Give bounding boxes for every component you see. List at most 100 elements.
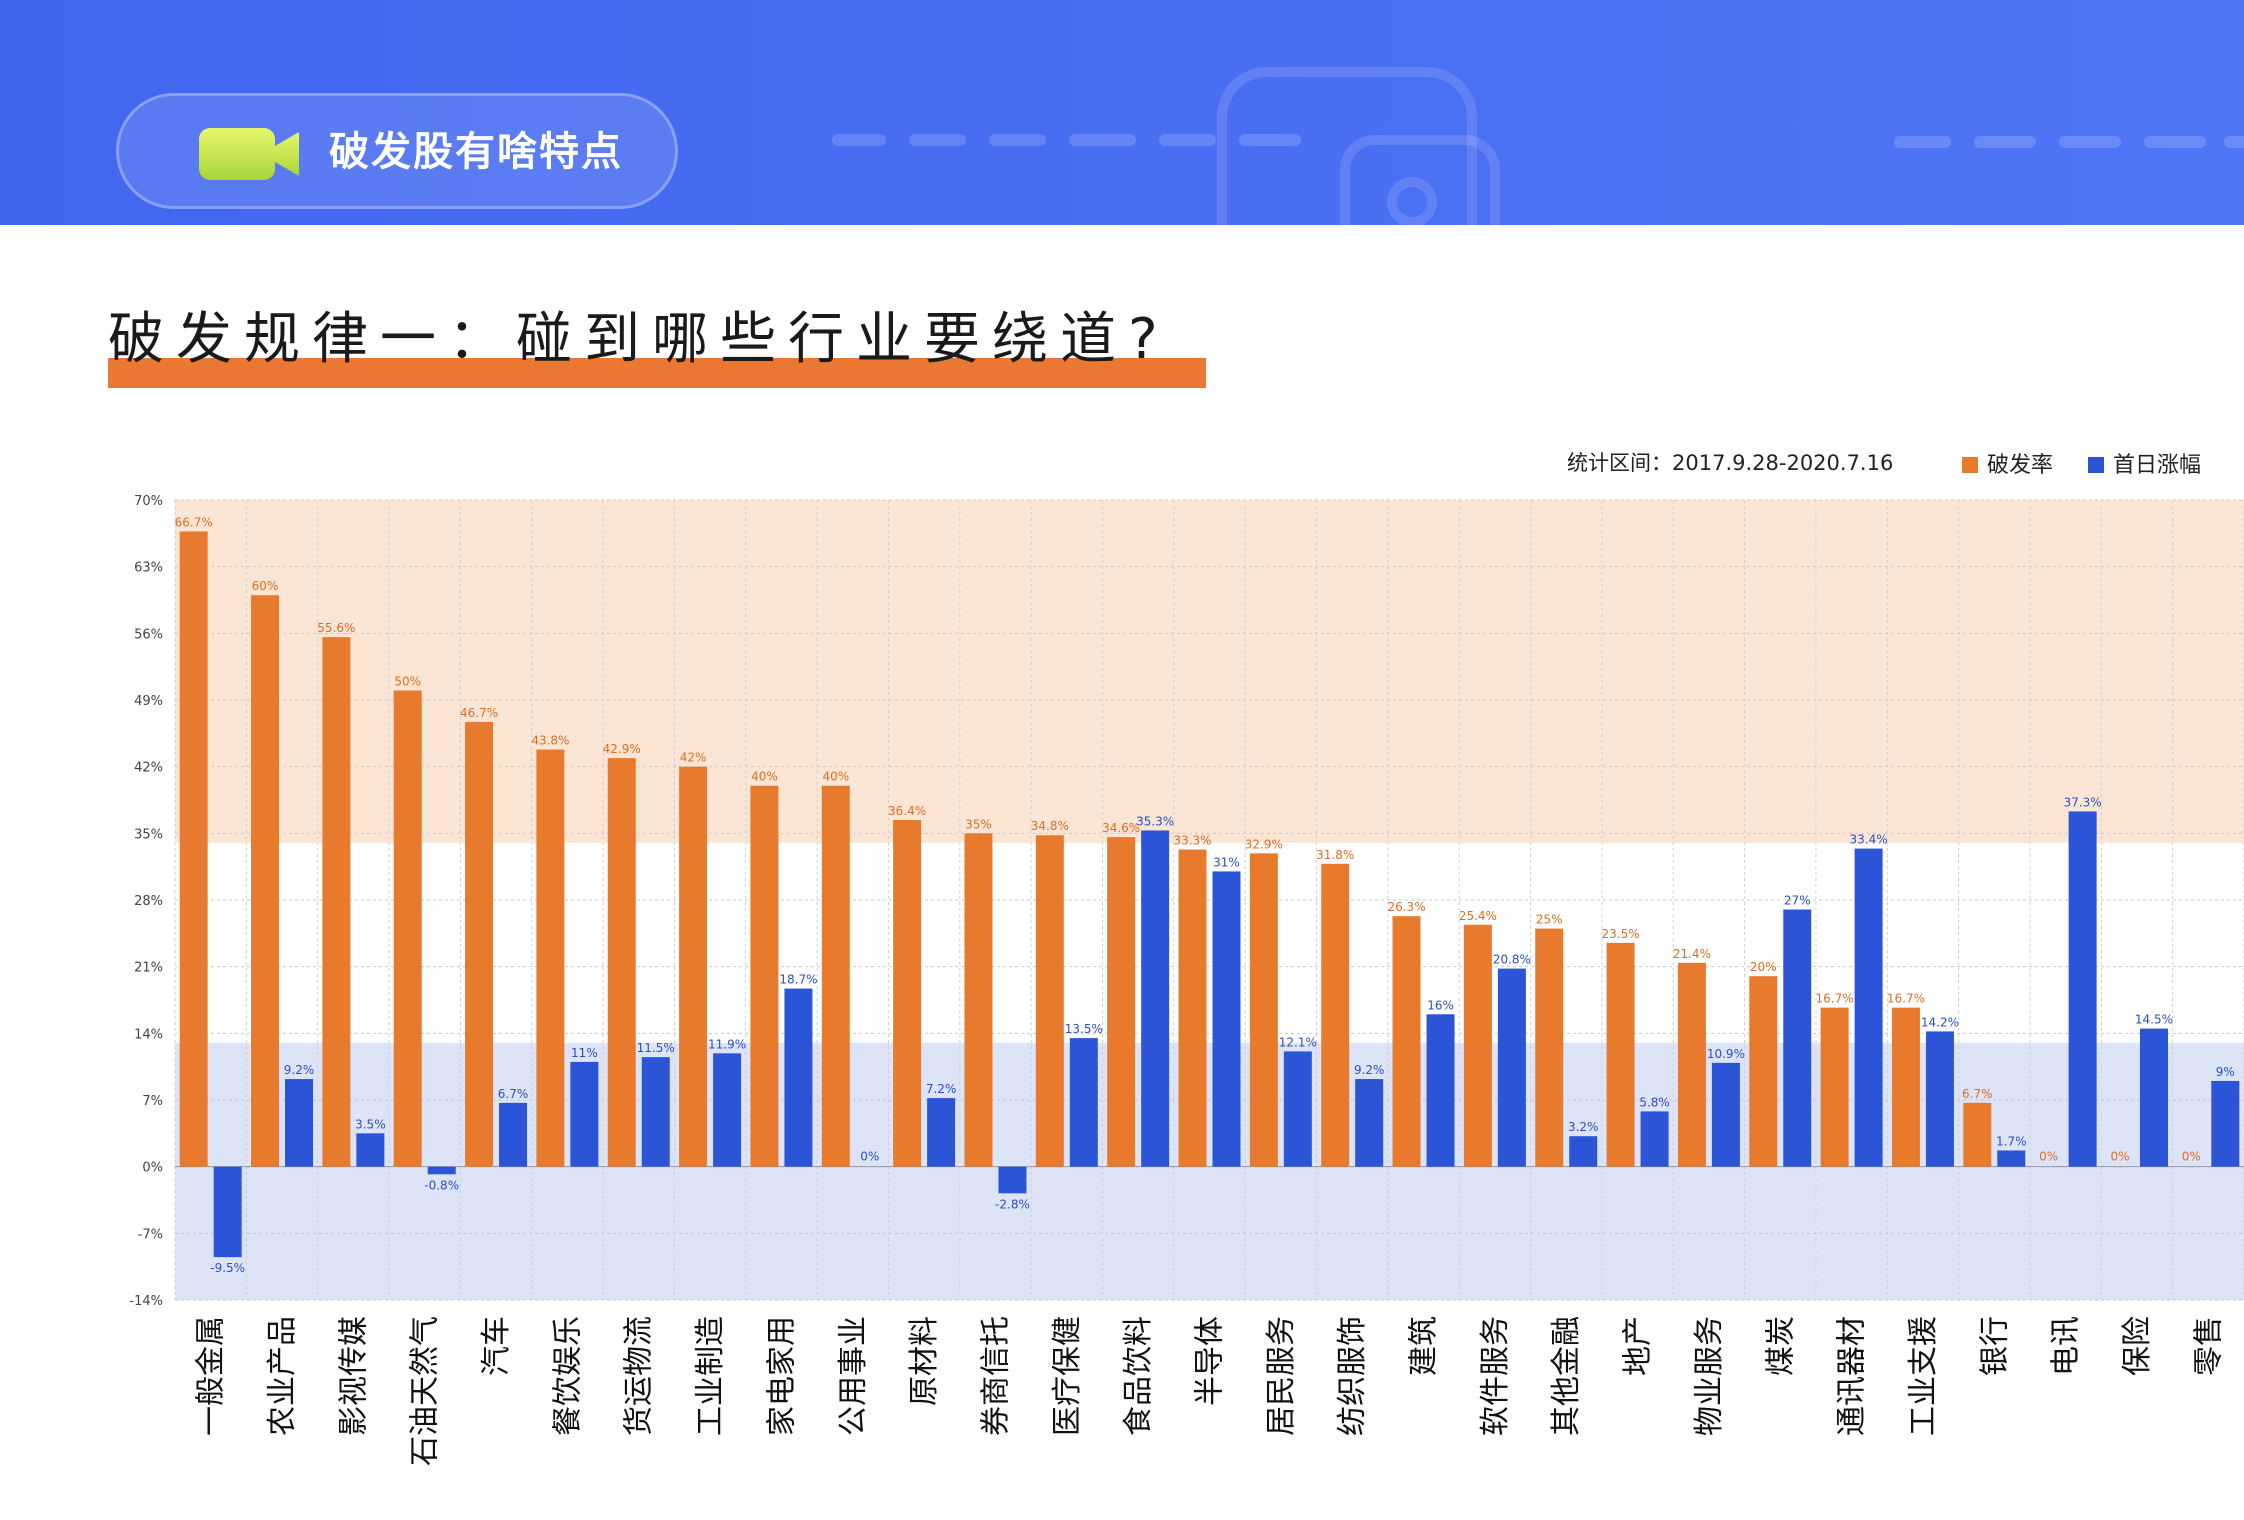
first-day-gain-data-label: 31% xyxy=(1213,855,1240,869)
x-category-label: 工业制造 xyxy=(693,1316,728,1436)
first-day-gain-bar xyxy=(713,1053,742,1167)
y-tick-label: 14% xyxy=(134,1027,163,1042)
first-day-gain-bar xyxy=(927,1098,956,1167)
break-rate-bar xyxy=(393,690,422,1167)
x-category-label: 券商信托 xyxy=(978,1316,1013,1436)
x-category-label: 汽车 xyxy=(479,1316,514,1376)
break-rate-bar xyxy=(893,820,922,1167)
break-rate-bar xyxy=(1392,916,1421,1167)
x-category-label: 餐饮娱乐 xyxy=(550,1316,585,1436)
break-rate-data-label: 33.3% xyxy=(1173,834,1211,848)
y-tick-label: 42% xyxy=(134,761,163,776)
break-rate-bar xyxy=(1321,863,1350,1167)
x-category-label: 纺织服饰 xyxy=(1335,1316,1370,1436)
first-day-gain-bar xyxy=(285,1079,314,1167)
break-rate-bar xyxy=(1463,924,1492,1167)
y-tick-label: 70% xyxy=(134,494,163,509)
break-rate-bar xyxy=(679,766,708,1167)
break-rate-bar xyxy=(607,758,636,1167)
chart-legend: 破发率 首日涨幅 xyxy=(1962,447,2229,479)
first-day-gain-data-label: 11% xyxy=(571,1046,598,1060)
x-category-label: 电讯 xyxy=(2049,1316,2084,1376)
first-day-gain-bar xyxy=(1640,1111,1669,1167)
break-rate-data-label: 26.3% xyxy=(1387,900,1425,914)
first-day-gain-bar xyxy=(1069,1038,1098,1167)
first-day-gain-data-label: -2.8% xyxy=(995,1197,1030,1211)
break-rate-bar xyxy=(465,721,494,1167)
x-category-label: 食品饮料 xyxy=(1121,1316,1156,1436)
break-rate-data-label: 0% xyxy=(2039,1150,2058,1164)
break-rate-bar xyxy=(1963,1102,1992,1167)
break-rate-bar xyxy=(179,531,208,1167)
break-rate-data-label: 55.6% xyxy=(317,621,355,635)
first-day-gain-bar xyxy=(213,1166,242,1258)
first-day-gain-data-label: 9% xyxy=(2216,1065,2235,1079)
break-rate-data-label: 31.8% xyxy=(1316,848,1354,862)
page-title: 破发规律一：碰到哪些行业要绕道? xyxy=(108,307,1170,372)
y-tick-label: 28% xyxy=(134,894,163,909)
break-rate-bar xyxy=(1820,1007,1849,1167)
first-day-gain-data-label: 14.2% xyxy=(1921,1015,1959,1029)
y-tick-label: 0% xyxy=(142,1161,163,1176)
first-day-gain-bar xyxy=(356,1133,385,1167)
break-rate-data-label: 42% xyxy=(680,751,707,765)
headline-underline xyxy=(108,358,1206,388)
break-rate-bar xyxy=(1107,837,1136,1167)
first-day-gain-data-label: 20.8% xyxy=(1493,953,1531,967)
first-day-gain-bar xyxy=(1783,909,1812,1167)
x-category-label: 物业服务 xyxy=(1692,1316,1727,1436)
banner-decoration xyxy=(832,67,2244,225)
x-category-label: 家电家用 xyxy=(764,1316,799,1436)
break-rate-data-label: 34.6% xyxy=(1102,821,1140,835)
first-day-gain-bar xyxy=(427,1166,456,1175)
first-day-gain-data-label: 35.3% xyxy=(1136,814,1174,828)
first-day-gain-bar xyxy=(499,1102,528,1167)
break-rate-data-label: 40% xyxy=(822,770,849,784)
y-tick-label: -14% xyxy=(129,1294,163,1309)
first-day-gain-bar xyxy=(641,1057,670,1167)
first-day-gain-data-label: -0.8% xyxy=(424,1178,459,1192)
first-day-gain-data-label: 13.5% xyxy=(1065,1022,1103,1036)
x-category-label: 农业产品 xyxy=(265,1316,300,1436)
first-day-gain-data-label: 11.9% xyxy=(708,1037,746,1051)
break-rate-bar xyxy=(1035,835,1064,1167)
video-camera-icon xyxy=(195,124,305,188)
y-tick-label: 35% xyxy=(134,827,163,842)
break-rate-bar xyxy=(1249,853,1278,1167)
first-day-gain-bar xyxy=(1854,848,1883,1167)
first-day-gain-bar xyxy=(1497,968,1526,1167)
section-title-pill: 破发股有啥特点 xyxy=(116,93,678,209)
first-day-gain-data-label: 10.9% xyxy=(1707,1047,1745,1061)
first-day-gain-bar xyxy=(1283,1051,1312,1167)
break-rate-data-label: 21.4% xyxy=(1673,947,1711,961)
break-rate-data-label: 6.7% xyxy=(1962,1087,1993,1101)
break-rate-data-label: 34.8% xyxy=(1031,819,1069,833)
header-banner: 破发股有啥特点 xyxy=(0,0,2244,225)
first-day-gain-bar xyxy=(570,1061,599,1167)
first-day-gain-bar xyxy=(1997,1150,2026,1167)
first-day-gain-bar xyxy=(784,988,813,1167)
first-day-gain-data-label: 16% xyxy=(1427,998,1454,1012)
break-rate-bar xyxy=(750,785,779,1167)
x-category-label: 零售 xyxy=(2191,1316,2226,1376)
break-rate-bar xyxy=(1178,849,1207,1167)
break-rate-bar xyxy=(1749,976,1778,1167)
break-rate-data-label: 0% xyxy=(2110,1150,2129,1164)
y-tick-label: 56% xyxy=(134,627,163,642)
break-rate-bar xyxy=(322,637,351,1167)
first-day-gain-data-label: 11.5% xyxy=(637,1041,675,1055)
legend-label-first-day-gain: 首日涨幅 xyxy=(2113,453,2202,478)
x-category-label: 居民服务 xyxy=(1264,1316,1299,1436)
first-day-gain-data-label: 9.2% xyxy=(1354,1063,1385,1077)
x-category-label: 保险 xyxy=(2120,1316,2155,1376)
first-day-gain-data-label: 0% xyxy=(860,1150,879,1164)
break-rate-data-label: 16.7% xyxy=(1816,992,1854,1006)
first-day-gain-data-label: 27% xyxy=(1784,894,1811,908)
x-category-label: 影视传媒 xyxy=(336,1316,371,1436)
break-rate-bar xyxy=(1535,928,1564,1167)
legend-item-first-day-gain: 首日涨幅 xyxy=(2088,447,2201,479)
section-title: 破发股有啥特点 xyxy=(329,129,623,175)
headline-block: 破发规律一：碰到哪些行业要绕道? xyxy=(108,300,1206,388)
first-day-gain-bar xyxy=(2211,1080,2240,1167)
